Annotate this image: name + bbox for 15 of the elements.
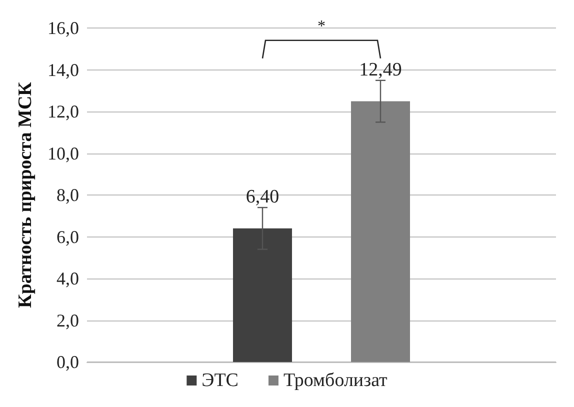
y-tick-label: 2,0 <box>56 310 79 330</box>
legend-label: ЭТС <box>202 370 238 391</box>
y-tick-label: 10,0 <box>48 143 79 164</box>
annotation: * <box>318 18 326 35</box>
y-tick-label: 0,0 <box>56 352 79 372</box>
data-label: 6,40 <box>246 186 280 208</box>
y-tick-label: 14,0 <box>48 60 79 80</box>
data-label: 12,49 <box>359 59 402 80</box>
legend-label: Тромболизат <box>283 370 388 391</box>
y-tick-label: 16,0 <box>48 18 79 38</box>
y-axis-title: Кратность прироста МСК <box>15 82 36 308</box>
y-tick-label: 4,0 <box>56 268 79 288</box>
y-tick-label: 8,0 <box>56 185 79 205</box>
y-tick-label: 6,0 <box>56 226 79 247</box>
y-tick-label: 12,0 <box>48 102 79 122</box>
